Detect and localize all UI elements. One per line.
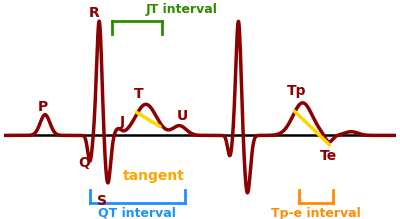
Text: U: U — [177, 109, 188, 123]
Text: Q: Q — [78, 156, 90, 170]
Text: J: J — [120, 115, 125, 129]
Text: QT interval: QT interval — [98, 207, 176, 219]
Text: T: T — [134, 87, 144, 101]
Text: Tp-e interval: Tp-e interval — [271, 207, 361, 219]
Text: tangent: tangent — [122, 169, 184, 183]
Text: R: R — [89, 6, 100, 20]
Text: Te: Te — [320, 149, 337, 163]
Text: S: S — [97, 194, 107, 208]
Text: P: P — [38, 100, 48, 114]
Text: JT interval: JT interval — [146, 3, 218, 16]
Text: Tp: Tp — [287, 84, 306, 98]
